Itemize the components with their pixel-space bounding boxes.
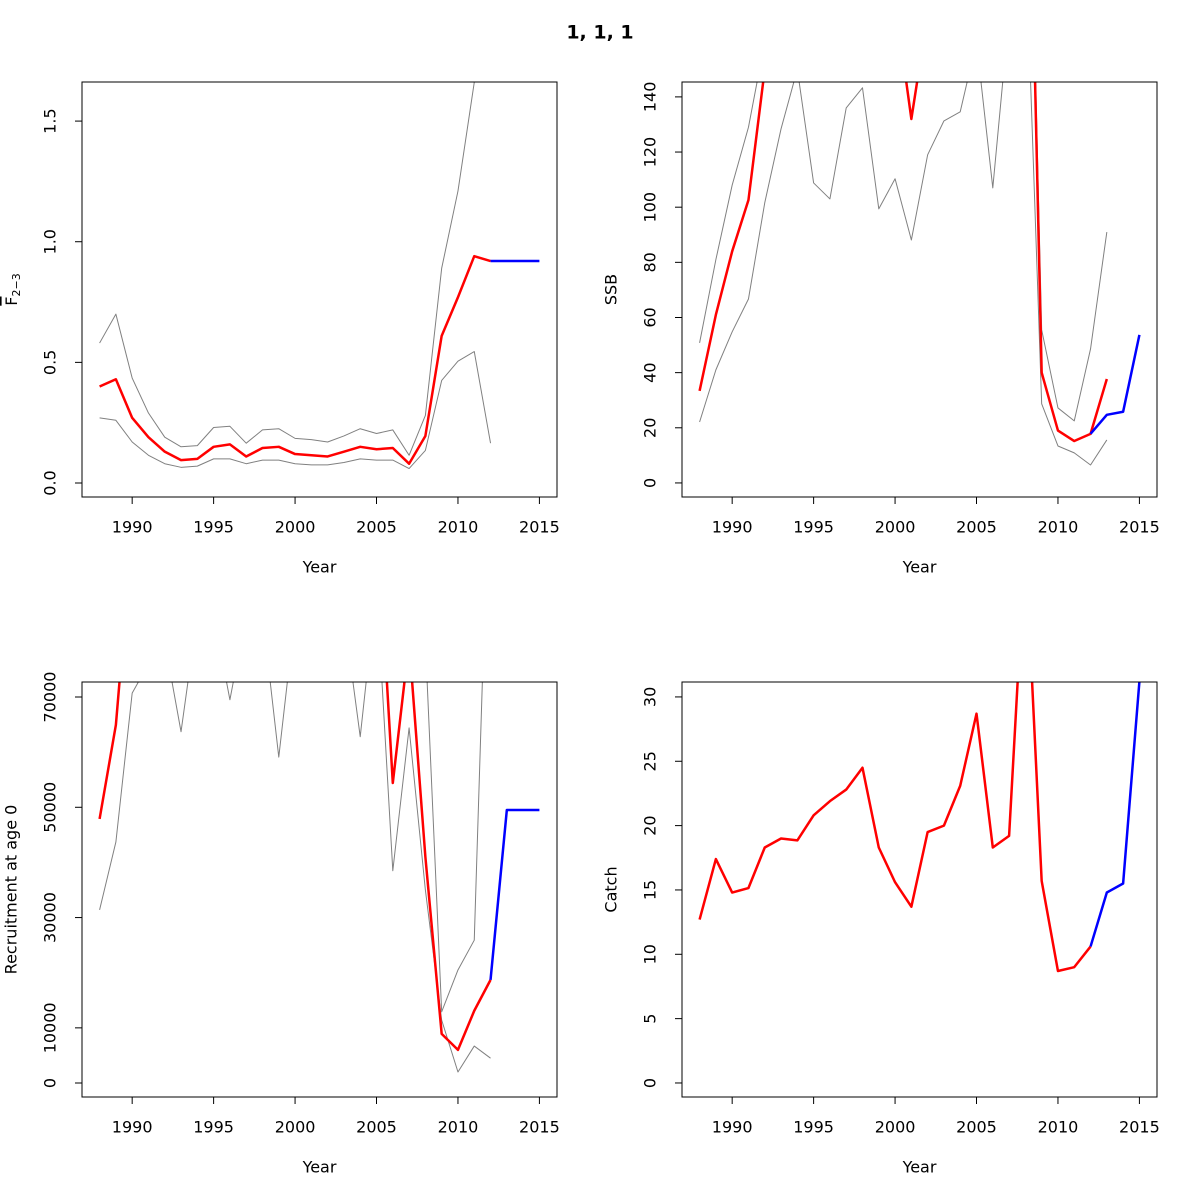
y-tick-label: 0 bbox=[641, 478, 660, 488]
x-tick-label: 2005 bbox=[356, 1118, 397, 1137]
series-line bbox=[98, 682, 492, 1052]
series-line bbox=[99, 254, 491, 465]
series-line bbox=[1089, 682, 1141, 947]
x-tick-label: 2010 bbox=[1038, 1118, 1079, 1137]
x-tick-label: 1995 bbox=[193, 1118, 234, 1137]
series-line bbox=[99, 351, 492, 470]
y-axis-label: Catch bbox=[602, 866, 621, 912]
y-tick-label: 40 bbox=[641, 362, 660, 382]
y-tick-label: 5 bbox=[641, 1014, 660, 1024]
y-axis-label: F2−3 bbox=[2, 273, 24, 305]
y-tick-label: 15 bbox=[641, 880, 660, 900]
y-tick-label: 1.0 bbox=[41, 229, 60, 254]
y-tick-label: 140 bbox=[641, 82, 660, 113]
x-tick-label: 2010 bbox=[438, 1118, 479, 1137]
series-line bbox=[99, 682, 491, 1073]
y-axis-label: Recruitment at age 0 bbox=[2, 805, 21, 975]
y-tick-label: 20 bbox=[641, 418, 660, 438]
series-line bbox=[1089, 334, 1141, 435]
y-tick-label: 120 bbox=[641, 137, 660, 168]
y-tick-label: 60 bbox=[641, 307, 660, 327]
panel: 1990 1995 2000 2005 2010 2015 Year 0 10000 30000 5… bbox=[2, 672, 560, 1177]
plot-area bbox=[698, 682, 1141, 973]
x-axis-label: Year bbox=[302, 558, 337, 577]
series-line bbox=[699, 82, 1108, 466]
plot-area bbox=[698, 82, 1141, 466]
y-axis-label-main: F bbox=[2, 297, 21, 306]
x-tick-label: 2000 bbox=[875, 1118, 916, 1137]
series-line bbox=[698, 682, 1092, 973]
x-tick-label: 1990 bbox=[712, 518, 753, 537]
series-line bbox=[489, 808, 540, 980]
x-tick-label: 2005 bbox=[356, 518, 397, 537]
panel: 1990 1995 2000 2005 2010 2015 Year 0 5 10 15 20 25 30… bbox=[602, 681, 1160, 1177]
y-tick-label: 0 bbox=[641, 1078, 660, 1088]
x-tick-label: 1990 bbox=[112, 1118, 153, 1137]
x-axis-label: Year bbox=[302, 1158, 337, 1177]
x-tick-label: 2015 bbox=[1119, 518, 1160, 537]
y-tick-label: 20 bbox=[641, 815, 660, 835]
x-tick-label: 1990 bbox=[112, 518, 153, 537]
x-tick-label: 2015 bbox=[519, 518, 560, 537]
series-line bbox=[99, 82, 475, 456]
x-tick-label: 1995 bbox=[793, 1118, 834, 1137]
x-tick-label: 2000 bbox=[275, 1118, 316, 1137]
series-line bbox=[698, 82, 1109, 443]
x-tick-label: 2010 bbox=[438, 518, 479, 537]
y-tick-label: 80 bbox=[641, 252, 660, 272]
plot-frame bbox=[81, 81, 558, 498]
x-tick-label: 2005 bbox=[956, 1118, 997, 1137]
plot-frame bbox=[81, 681, 558, 1098]
plot-frame bbox=[681, 681, 1158, 1098]
x-tick-label: 2015 bbox=[519, 1118, 560, 1137]
plot-area bbox=[99, 82, 540, 470]
figure-title: 1, 1, 1 bbox=[566, 22, 633, 44]
y-tick-label: 30000 bbox=[41, 892, 60, 943]
x-tick-label: 2005 bbox=[956, 518, 997, 537]
x-tick-label: 1995 bbox=[193, 518, 234, 537]
x-tick-label: 1990 bbox=[712, 1118, 753, 1137]
x-tick-label: 2000 bbox=[275, 518, 316, 537]
x-axis-label: Year bbox=[902, 1158, 937, 1177]
y-tick-label: 30 bbox=[641, 687, 660, 707]
y-tick-label: 70000 bbox=[41, 672, 60, 723]
plot-area bbox=[98, 682, 540, 1073]
y-tick-label: 0.5 bbox=[41, 350, 60, 375]
x-tick-label: 2010 bbox=[1038, 518, 1079, 537]
y-tick-label: 1.5 bbox=[41, 108, 60, 133]
x-tick-label: 2015 bbox=[1119, 1118, 1160, 1137]
y-tick-label: 10 bbox=[641, 944, 660, 964]
y-tick-label: 100 bbox=[641, 192, 660, 223]
panel: 1990 1995 2000 2005 2010 2015 Year 0 20 40 60 80 100… bbox=[602, 81, 1160, 577]
x-tick-label: 2000 bbox=[875, 518, 916, 537]
y-tick-label: 0 bbox=[41, 1078, 60, 1088]
y-axis-label-sub: 2−3 bbox=[10, 273, 23, 296]
panel: 1990 1995 2000 2005 2010 2015 Year 0.0 0.5 1.0 1.5… bbox=[2, 81, 560, 577]
x-tick-label: 1995 bbox=[793, 518, 834, 537]
plot-frame bbox=[681, 81, 1158, 498]
y-tick-label: 50000 bbox=[41, 782, 60, 833]
y-tick-label: 0.0 bbox=[41, 470, 60, 495]
y-tick-label: 10000 bbox=[41, 1002, 60, 1053]
y-axis-label: SSB bbox=[602, 274, 621, 305]
x-axis-label: Year bbox=[902, 558, 937, 577]
y-tick-label: 25 bbox=[641, 751, 660, 771]
